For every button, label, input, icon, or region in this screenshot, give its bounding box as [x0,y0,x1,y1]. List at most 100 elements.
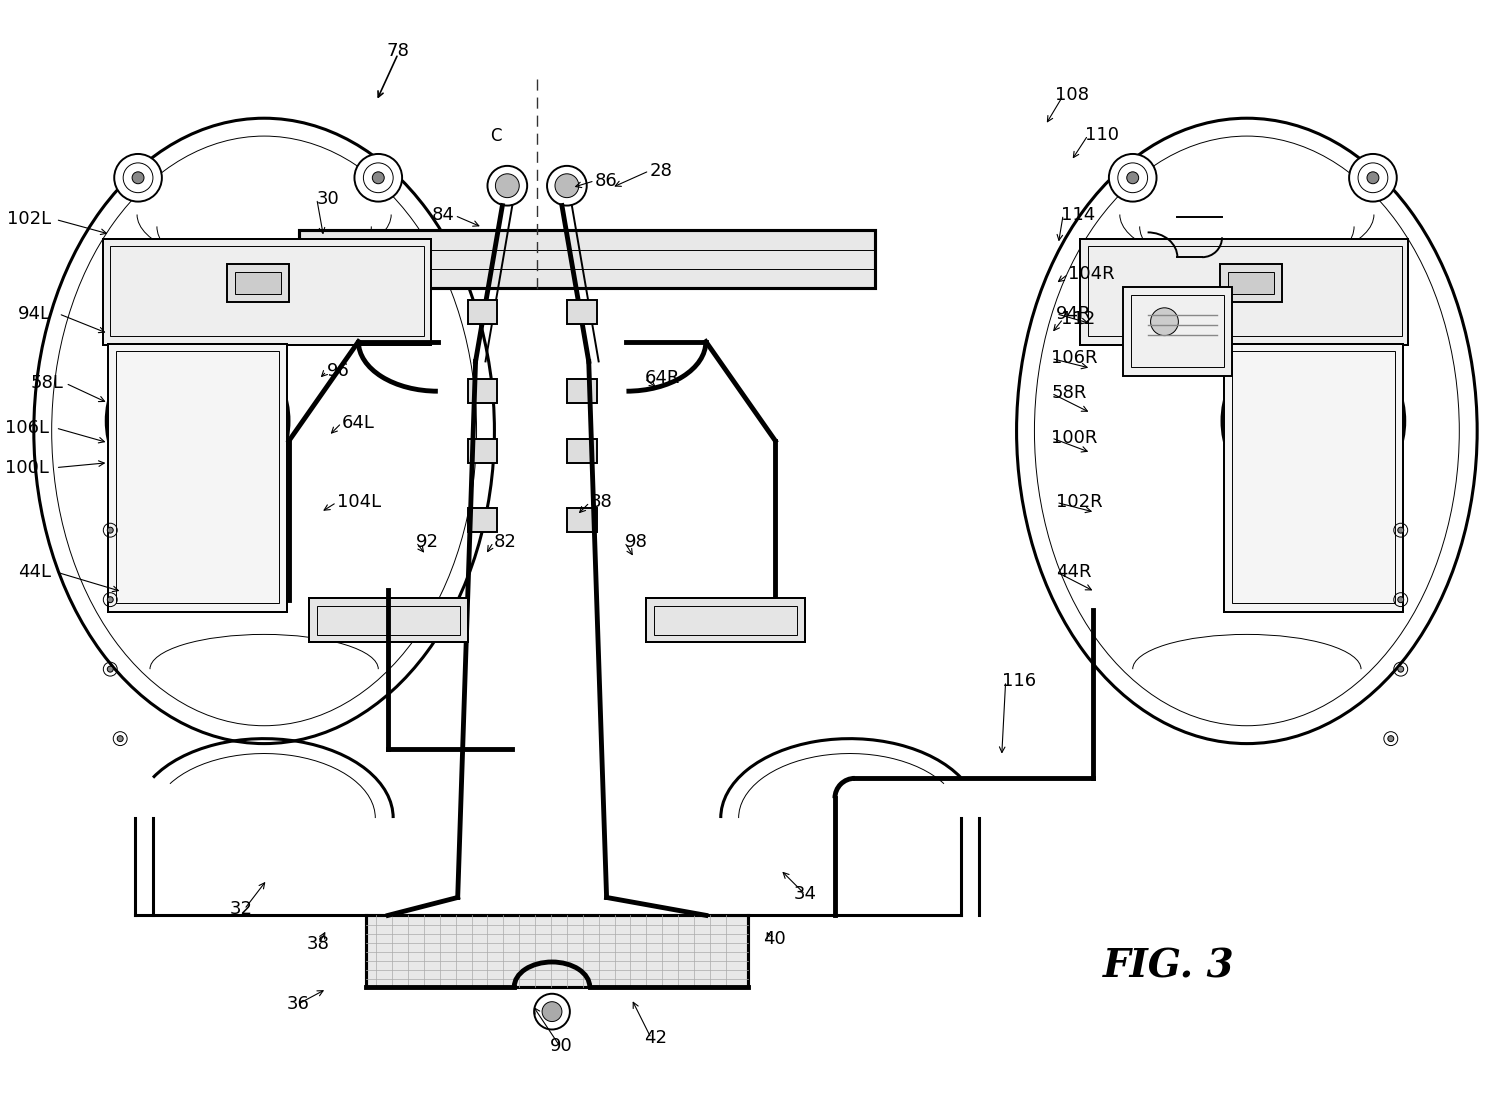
Text: 88: 88 [590,493,612,512]
Text: 104L: 104L [336,493,381,512]
Text: 98: 98 [624,533,648,551]
Text: 92: 92 [416,533,440,551]
Circle shape [1108,154,1156,202]
Circle shape [488,166,526,206]
Circle shape [542,1002,562,1022]
Circle shape [1305,413,1322,429]
Text: 58L: 58L [30,375,63,392]
Bar [108,343,286,612]
Text: 100R: 100R [1052,429,1098,447]
Bar [567,509,597,532]
Circle shape [132,172,144,184]
Bar [104,239,430,345]
Circle shape [108,597,112,603]
Text: 40: 40 [764,930,786,948]
Circle shape [108,527,112,533]
Text: 96: 96 [327,362,350,380]
Text: 82: 82 [494,533,516,551]
Circle shape [106,330,290,512]
Bar [309,597,468,643]
Circle shape [548,166,586,206]
Bar [468,509,498,532]
Bar [1124,287,1232,377]
Text: 108: 108 [1056,86,1089,104]
Text: 86: 86 [594,172,618,189]
Circle shape [176,399,219,443]
Bar [116,351,279,603]
Bar [567,300,597,324]
Bar [1080,239,1407,345]
Circle shape [354,154,402,202]
Bar [316,606,459,635]
Bar [108,343,286,612]
Bar [104,239,430,345]
Text: 30: 30 [316,189,339,207]
Text: 64R: 64R [645,369,680,388]
Bar [1220,264,1281,301]
Circle shape [1398,666,1404,673]
Text: 112: 112 [1060,310,1095,328]
Bar [1131,295,1224,368]
Text: 38: 38 [308,935,330,953]
Text: 104R: 104R [1068,265,1114,283]
Circle shape [1292,399,1335,443]
Bar [309,597,468,643]
Circle shape [1366,172,1378,184]
Circle shape [1348,154,1396,202]
Bar [646,597,806,643]
Circle shape [495,174,519,197]
Circle shape [1126,172,1138,184]
Text: 102L: 102L [6,211,51,228]
Text: 44R: 44R [1056,563,1092,581]
Circle shape [1278,387,1348,455]
Circle shape [534,994,570,1029]
Bar [1224,343,1403,612]
Bar [1228,273,1274,294]
Circle shape [1398,597,1404,603]
Text: 110: 110 [1084,126,1119,144]
Text: 28: 28 [650,162,672,179]
Bar [468,300,498,324]
Text: 94L: 94L [18,305,51,322]
Text: 44L: 44L [18,563,51,581]
Circle shape [372,172,384,184]
Bar [468,379,498,403]
Text: FIG. 3: FIG. 3 [1102,948,1234,986]
Circle shape [1150,308,1179,336]
Text: 84: 84 [432,206,454,225]
Text: 94R: 94R [1056,305,1092,322]
Circle shape [555,174,579,197]
Bar [468,439,498,463]
Bar [1080,239,1407,345]
Circle shape [164,387,232,455]
Bar [646,597,806,643]
Text: 106L: 106L [4,419,48,437]
Bar [236,273,280,294]
Bar [654,606,796,635]
Text: 100L: 100L [4,459,48,476]
Bar [366,915,747,987]
Bar [298,230,874,288]
Circle shape [1398,527,1404,533]
Circle shape [1388,736,1394,741]
Text: 106R: 106R [1052,349,1098,368]
Bar [298,230,874,288]
Bar [1224,343,1403,612]
Text: 78: 78 [386,42,410,60]
Bar [567,439,597,463]
Text: 32: 32 [230,901,252,919]
Text: 58R: 58R [1052,384,1086,402]
Text: 114: 114 [1060,205,1095,224]
Circle shape [108,666,112,673]
Text: 42: 42 [645,1029,668,1047]
Bar [567,379,597,403]
Bar [366,915,747,987]
Circle shape [189,413,206,429]
Text: 34: 34 [794,885,816,903]
Text: 116: 116 [1002,673,1036,690]
Bar [1232,351,1395,603]
Bar [111,246,424,336]
Text: 64L: 64L [342,414,375,432]
Text: 102R: 102R [1056,493,1102,512]
Circle shape [1222,330,1404,512]
